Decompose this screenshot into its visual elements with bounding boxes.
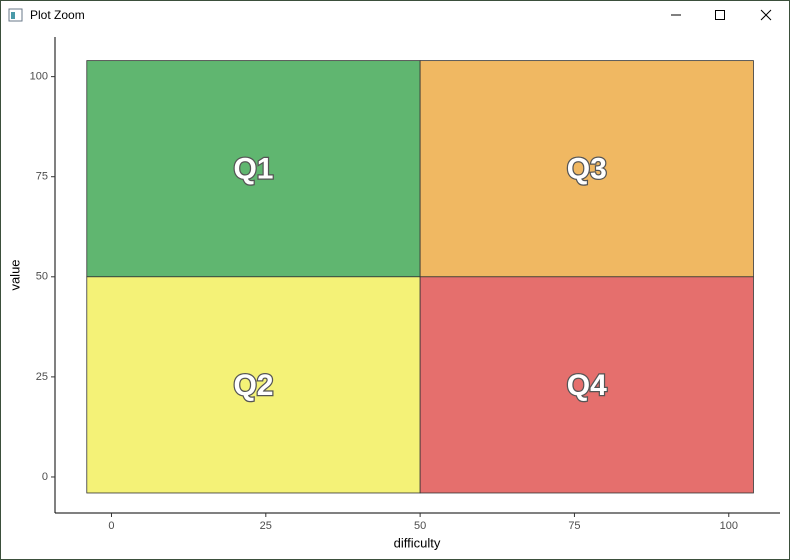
close-button[interactable] (760, 9, 772, 21)
x-axis-title: difficulty (394, 535, 441, 550)
y-tick-label: 50 (36, 271, 48, 283)
tile-label: Q1 (233, 153, 273, 186)
y-tick-label: 0 (42, 471, 48, 483)
x-tick-label: 100 (720, 520, 738, 532)
y-tick-label: 25 (36, 371, 48, 383)
tile-label: Q4 (567, 369, 607, 402)
window-icon (8, 8, 23, 22)
tile-label: Q2 (233, 369, 273, 402)
x-tick-label: 75 (568, 520, 580, 532)
tile (86, 276, 421, 494)
x-tick-label: 50 (414, 520, 426, 532)
maximize-button[interactable] (715, 10, 725, 20)
window-title: Plot Zoom (30, 8, 85, 22)
tile (86, 60, 421, 278)
tile (419, 276, 754, 494)
y-tick-label: 100 (30, 71, 48, 83)
x-tick-label: 25 (260, 520, 272, 532)
tile (419, 60, 754, 278)
tile-label: Q3 (567, 153, 607, 186)
x-tick-label: 0 (108, 520, 114, 532)
y-axis-title: value (7, 259, 22, 290)
y-tick-label: 75 (36, 171, 48, 183)
